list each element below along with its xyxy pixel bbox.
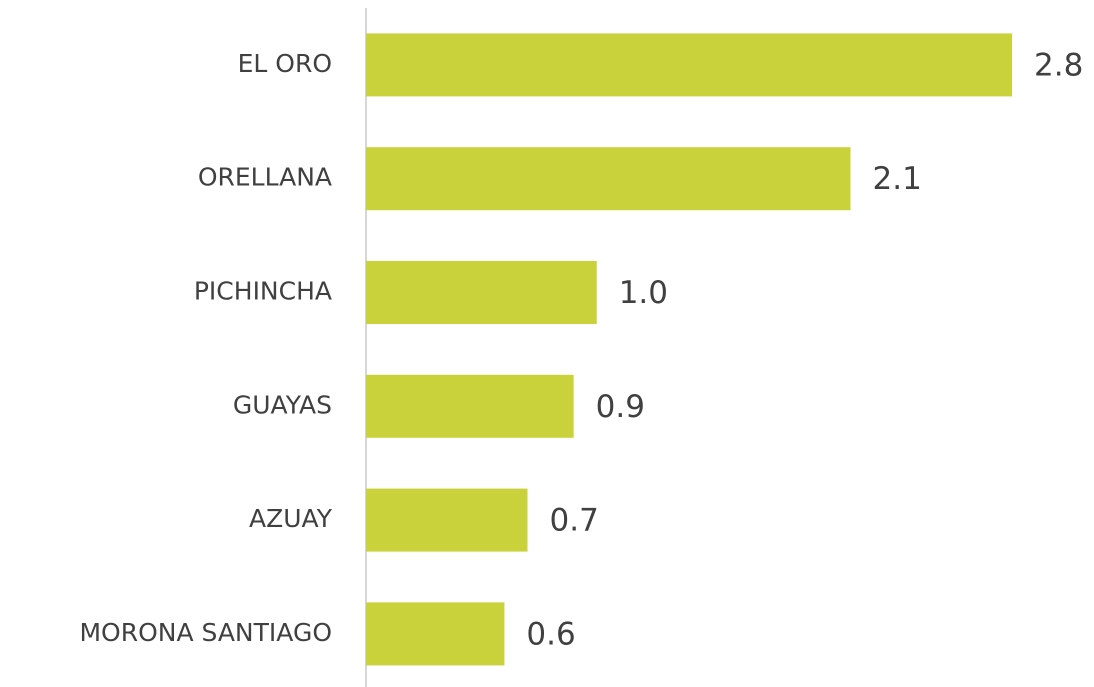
category-label: PICHINCHA (194, 277, 332, 306)
value-label: 0.9 (596, 389, 645, 425)
category-label: MORONA SANTIAGO (79, 618, 332, 647)
bar (366, 488, 528, 552)
category-label: EL ORO (238, 49, 332, 78)
bar (366, 374, 574, 438)
value-label: 0.6 (526, 616, 575, 652)
category-label: ORELLANA (198, 163, 332, 192)
value-label: 2.8 (1034, 47, 1083, 83)
value-label: 1.0 (619, 275, 668, 311)
bar (366, 261, 597, 324)
value-label: 0.7 (550, 503, 599, 539)
bar (366, 147, 851, 211)
value-label: 2.1 (873, 161, 922, 197)
category-label: GUAYAS (233, 390, 332, 419)
bar (366, 33, 1012, 97)
bar (366, 602, 505, 666)
category-label: AZUAY (249, 504, 333, 533)
